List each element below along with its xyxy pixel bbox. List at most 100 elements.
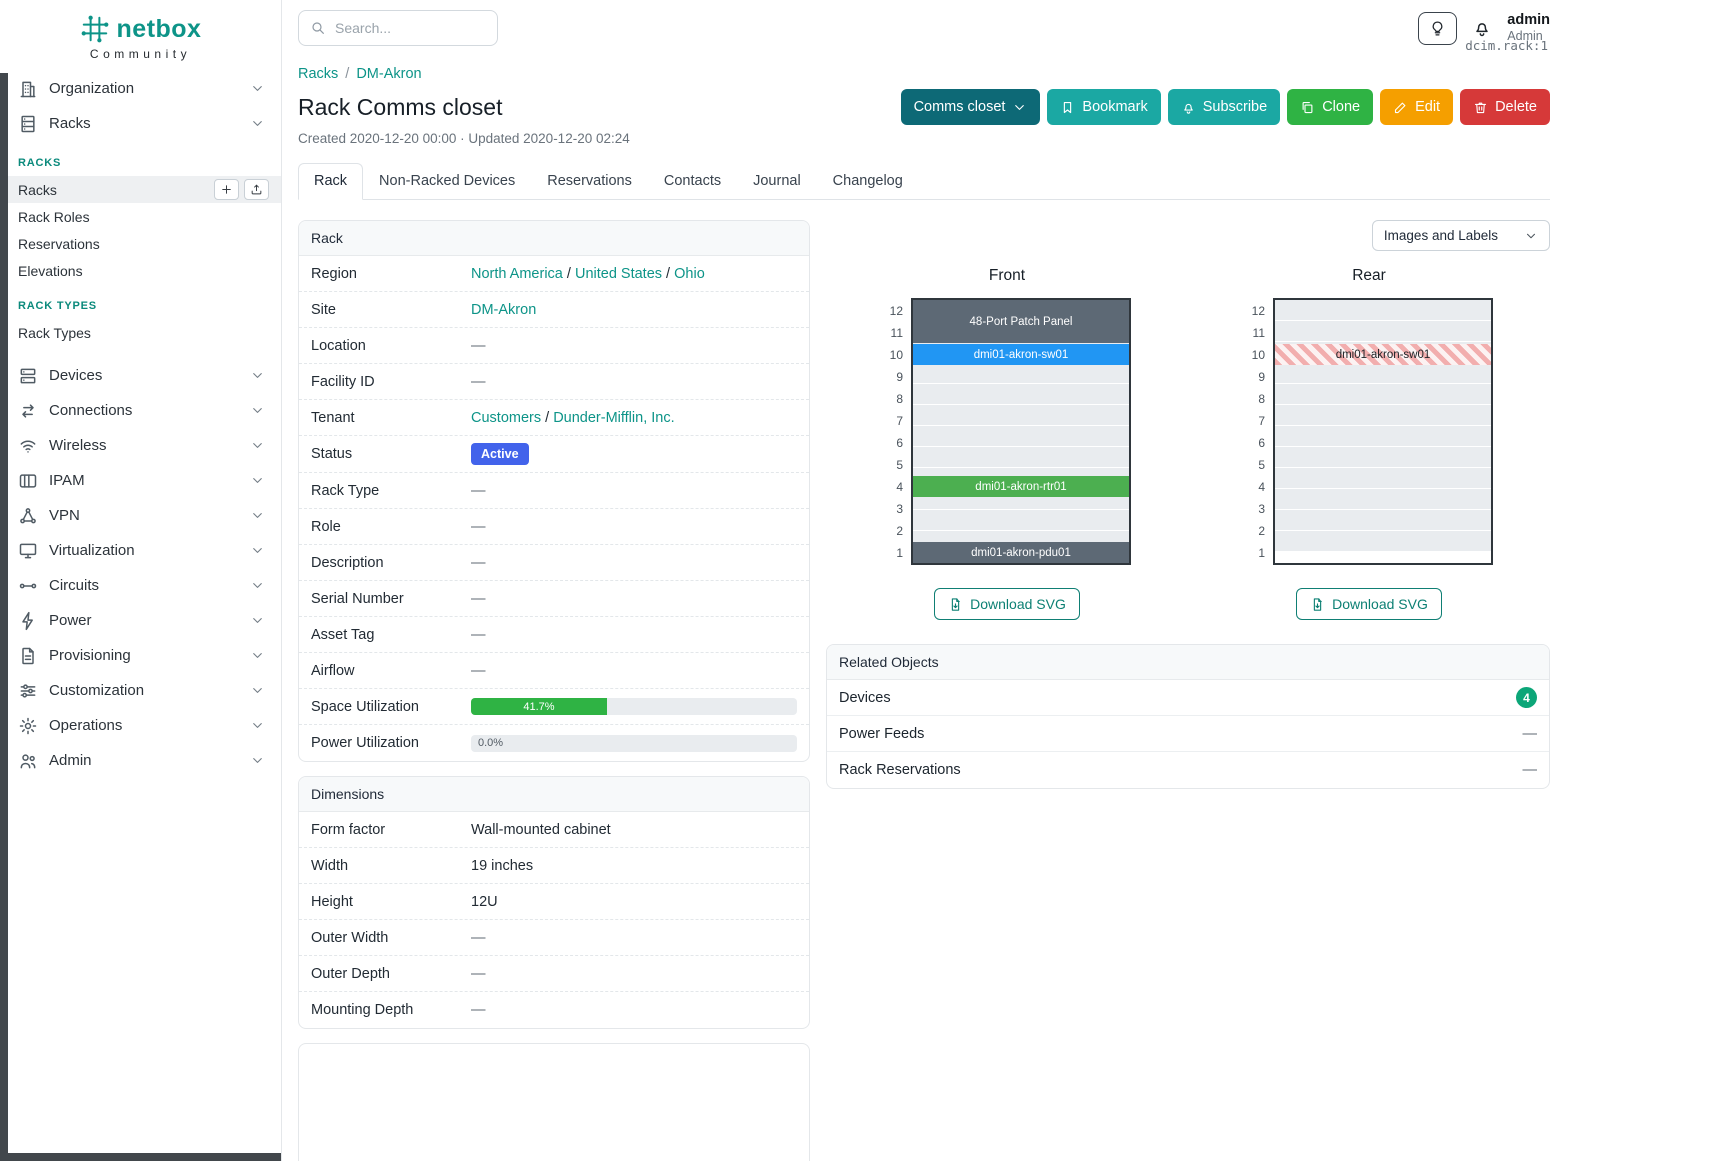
rack-unit-7[interactable] — [1275, 405, 1491, 426]
tab-journal[interactable]: Journal — [753, 173, 801, 189]
page-title: Rack Comms closet — [298, 93, 503, 120]
racks-icon — [18, 114, 38, 134]
sidebar-item-virtualization[interactable]: Virtualization — [0, 533, 281, 568]
rack-device-dmi01-akron-sw01[interactable]: dmi01-akron-sw01 — [1275, 344, 1491, 365]
tab-contacts[interactable]: Contacts — [663, 173, 722, 189]
value-link-customers[interactable]: Customers — [471, 409, 542, 426]
bookmark-button[interactable]: Bookmark — [1047, 89, 1161, 125]
sidebar-item-power[interactable]: Power — [0, 603, 281, 638]
rack-unit-5[interactable] — [913, 447, 1129, 468]
sidebar-item-racks[interactable]: Racks — [0, 106, 281, 141]
chevron-down-icon — [250, 753, 265, 768]
sidebar-item-devices[interactable]: Devices — [0, 358, 281, 393]
attr-row-status: Status Active — [299, 436, 809, 473]
unit-number: 3 — [1258, 502, 1265, 516]
rack-device-dmi01-akron-rtr01[interactable]: dmi01-akron-rtr01 — [913, 476, 1129, 497]
rack-unit-12[interactable] — [1275, 300, 1491, 321]
attr-row-outer-depth: Outer Depth — — [299, 956, 809, 992]
dimensions-attributes: Form factor Wall-mounted cabinet Width 19 i… — [299, 812, 809, 1028]
sidebar-link-rack-roles[interactable]: Rack Roles — [0, 203, 281, 230]
sidebar-item-circuits[interactable]: Circuits — [0, 568, 281, 603]
rack-unit-8[interactable] — [913, 384, 1129, 405]
value-link-dunder-mifflin-inc[interactable]: Dunder-Mifflin, Inc. — [553, 409, 675, 426]
elevation-view-select[interactable]: Images and Labels — [1371, 220, 1550, 251]
progress-label: 0.0% — [478, 737, 504, 749]
sidebar-scrollbar-horizontal[interactable] — [0, 1153, 281, 1161]
sidebar-link-elevations[interactable]: Elevations — [0, 257, 281, 284]
value-link-ohio[interactable]: Ohio — [674, 265, 705, 282]
rack-device-dmi01-akron-sw01[interactable]: dmi01-akron-sw01 — [913, 344, 1129, 365]
rack-unit-2[interactable] — [913, 510, 1129, 531]
import-button[interactable] — [244, 179, 269, 200]
tab-changelog[interactable]: Changelog — [832, 173, 903, 189]
subscribe-button[interactable]: Subscribe — [1167, 89, 1281, 125]
rack-device-dmi01-akron-pdu01[interactable]: dmi01-akron-pdu01 — [913, 542, 1129, 563]
sidebar-item-operations[interactable]: Operations — [0, 708, 281, 743]
attr-row-tenant: Tenant Customers / Dunder-Mifflin, Inc. — [299, 400, 809, 436]
related-row-power-feeds[interactable]: Power Feeds — — [827, 716, 1549, 752]
empty-value: — — [471, 337, 486, 354]
sidebar-item-provisioning[interactable]: Provisioning — [0, 638, 281, 673]
rack-unit-7[interactable] — [913, 405, 1129, 426]
netbox-logo-icon — [80, 14, 110, 44]
delete-button[interactable]: Delete — [1460, 89, 1550, 125]
sidebar-item-vpn[interactable]: VPN — [0, 498, 281, 533]
sidebar-scrollbar-vertical[interactable] — [0, 73, 8, 1153]
rack-unit-6[interactable] — [913, 426, 1129, 447]
elevation-rear: Rear 12 11 10 9 8 7 6 5 4 3 2 1 dmi01-akron-sw01 Downl… — [1188, 267, 1550, 620]
status-badge: Active — [471, 443, 529, 465]
sidebar-item-wireless[interactable]: Wireless — [0, 428, 281, 463]
rack-unit-4[interactable] — [1275, 468, 1491, 489]
rack-unit-6[interactable] — [1275, 426, 1491, 447]
sidebar-item-admin[interactable]: Admin — [0, 743, 281, 778]
attr-row-site: Site DM-Akron — [299, 292, 809, 328]
rack-unit-8[interactable] — [1275, 384, 1491, 405]
rack-unit-11[interactable] — [1275, 321, 1491, 342]
rack-unit-2[interactable] — [1275, 510, 1491, 531]
notifications-button[interactable] — [1472, 18, 1492, 38]
sidebar-link-reservations[interactable]: Reservations — [0, 230, 281, 257]
action-label: Subscribe — [1202, 99, 1268, 115]
rack-unit-9[interactable] — [1275, 363, 1491, 384]
user-name: admin — [1507, 12, 1550, 29]
breadcrumb-link-dm-akron[interactable]: DM-Akron — [356, 66, 422, 82]
sidebar-link-rack-types[interactable]: Rack Types — [0, 319, 281, 346]
sidebar-item-organization[interactable]: Organization — [0, 71, 281, 106]
tab-rack[interactable]: Rack — [298, 163, 364, 200]
rack-device-48-port-patch-panel[interactable]: 48-Port Patch Panel — [913, 300, 1129, 343]
value-link-united-states[interactable]: United States — [574, 265, 663, 282]
value-link-dm-akron[interactable]: DM-Akron — [471, 301, 537, 318]
rack-unit-5[interactable] — [1275, 447, 1491, 468]
rack-unit-3[interactable] — [1275, 489, 1491, 510]
rack-body-front: 48-Port Patch Panel dmi01-akron-sw01 dmi01… — [911, 298, 1131, 565]
sidebar-item-connections[interactable]: Connections — [0, 393, 281, 428]
search-input[interactable] — [335, 20, 486, 36]
rack-unit-9[interactable] — [913, 363, 1129, 384]
sidebar-item-customization[interactable]: Customization — [0, 673, 281, 708]
rack-unit-1[interactable] — [1275, 531, 1491, 552]
user-menu[interactable]: admin Admin — [1507, 11, 1550, 45]
attr-row-asset-tag: Asset Tag — — [299, 617, 809, 653]
edit-button[interactable]: Edit — [1380, 89, 1454, 125]
sidebar-item-label: Devices — [49, 367, 103, 384]
plus-button[interactable] — [214, 179, 239, 200]
related-row-devices[interactable]: Devices 4 — [827, 680, 1549, 716]
value-link-north-america[interactable]: North America — [471, 265, 563, 282]
download-svg-button-front[interactable]: Download SVG — [934, 588, 1080, 620]
related-row-rack-reservations[interactable]: Rack Reservations — — [827, 752, 1549, 788]
sidebar-link-racks[interactable]: Racks — [0, 176, 281, 203]
tab-non-racked-devices[interactable]: Non-Racked Devices — [379, 173, 516, 189]
theme-toggle-button[interactable] — [1418, 11, 1458, 45]
tab-reservations[interactable]: Reservations — [547, 173, 632, 189]
download-svg-button-rear[interactable]: Download SVG — [1296, 588, 1442, 620]
chevron-down-icon — [250, 438, 265, 453]
breadcrumb-link-racks[interactable]: Racks — [298, 66, 339, 82]
copy-icon — [1300, 100, 1315, 115]
netbox-logo[interactable]: netbox Community — [0, 10, 281, 71]
clone-button[interactable]: Clone — [1287, 89, 1374, 125]
chevron-down-icon — [1524, 229, 1538, 243]
elevation-select-row: Images and Labels — [826, 220, 1550, 251]
rack-select-dropdown[interactable]: Comms closet — [900, 89, 1041, 125]
empty-value: — — [471, 482, 486, 499]
sidebar-item-ipam[interactable]: IPAM — [0, 463, 281, 498]
